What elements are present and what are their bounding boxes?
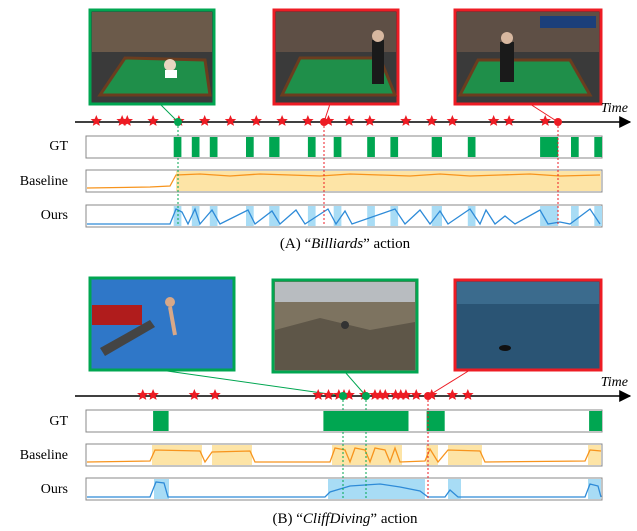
ours-segment	[209, 206, 218, 226]
ours-segment	[333, 206, 342, 226]
star-marker	[209, 389, 221, 400]
star-marker	[446, 115, 459, 126]
gt-segment	[191, 137, 200, 157]
ours-segment	[467, 206, 476, 226]
gt-segment	[431, 137, 442, 157]
ours-segment	[307, 206, 316, 226]
ours-curve-a	[87, 207, 601, 226]
baseline-curve-b	[86, 446, 602, 464]
row-label-ours-a: Ours	[41, 208, 68, 223]
star-marker	[302, 115, 314, 126]
thumbnail-a2	[272, 8, 400, 106]
star-marker	[250, 115, 262, 126]
row-label-gt-a: GT	[49, 139, 68, 154]
time-label-b: Time	[601, 375, 628, 390]
row-label-gt-b: GT	[49, 414, 68, 429]
gt-segment	[426, 411, 445, 431]
gt-segment	[333, 137, 342, 157]
star-marker	[147, 389, 159, 400]
star-marker	[462, 389, 474, 400]
star-marker	[539, 115, 551, 126]
star-marker	[198, 115, 211, 126]
gt-segment	[571, 137, 579, 157]
star-marker	[426, 115, 438, 126]
star-marker	[90, 115, 103, 126]
star-marker	[410, 389, 422, 400]
ours-segment	[571, 206, 579, 226]
thumbnail-b2	[271, 278, 419, 374]
gt-segment	[589, 411, 602, 431]
star-marker	[364, 115, 376, 126]
caption-a: (A) “Billiards” action	[280, 236, 411, 252]
gt-segment	[153, 411, 169, 431]
ours-segment	[246, 206, 254, 226]
thumbnail-b1	[88, 276, 236, 372]
row-label-ours-b: Ours	[41, 482, 68, 497]
panel-a: Time GT Baseline Ours (A) “Billiards” ac…	[20, 8, 632, 252]
star-marker	[147, 115, 159, 126]
star-marker	[224, 115, 237, 126]
gt-segment	[246, 137, 254, 157]
ours-segment	[540, 206, 559, 226]
star-marker	[322, 389, 335, 400]
star-marker	[188, 389, 201, 400]
ours-curve-b	[87, 481, 602, 498]
gt-segment	[269, 137, 280, 157]
ours-segment	[191, 206, 200, 226]
ours-segment	[390, 206, 399, 226]
gt-track-a	[85, 135, 603, 159]
gt-segment	[307, 137, 316, 157]
ours-segment	[594, 206, 602, 226]
time-label-a: Time	[601, 101, 628, 116]
star-marker	[379, 389, 391, 400]
star-marker	[400, 115, 412, 126]
row-label-baseline-b: Baseline	[20, 448, 68, 463]
baseline-curve-a	[86, 173, 601, 189]
star-marker	[343, 115, 355, 126]
star-marker	[276, 115, 288, 126]
thumbnail-a3	[453, 8, 603, 106]
row-label-baseline-a: Baseline	[20, 174, 68, 189]
star-marker	[503, 115, 515, 126]
ours-segment	[367, 206, 375, 226]
gt-segment	[594, 137, 602, 157]
thumbnail-b3	[453, 278, 603, 372]
gt-segment	[367, 137, 375, 157]
star-marker	[446, 389, 459, 400]
star-marker	[487, 115, 500, 126]
panel-b: Time GT Baseline Ours (B	[20, 276, 632, 527]
gt-segment	[209, 137, 218, 157]
star-marker	[121, 115, 133, 126]
baseline-fill-a	[176, 171, 601, 191]
thumbnail-a1	[88, 8, 216, 106]
star-marker	[400, 389, 412, 400]
star-marker	[137, 389, 149, 400]
gt-segment	[390, 137, 399, 157]
caption-b: (B) “CliffDiving” action	[273, 511, 418, 527]
gt-segment	[467, 137, 476, 157]
ours-fill-b	[154, 479, 601, 499]
star-marker	[312, 389, 324, 400]
gt-segment	[540, 137, 559, 157]
